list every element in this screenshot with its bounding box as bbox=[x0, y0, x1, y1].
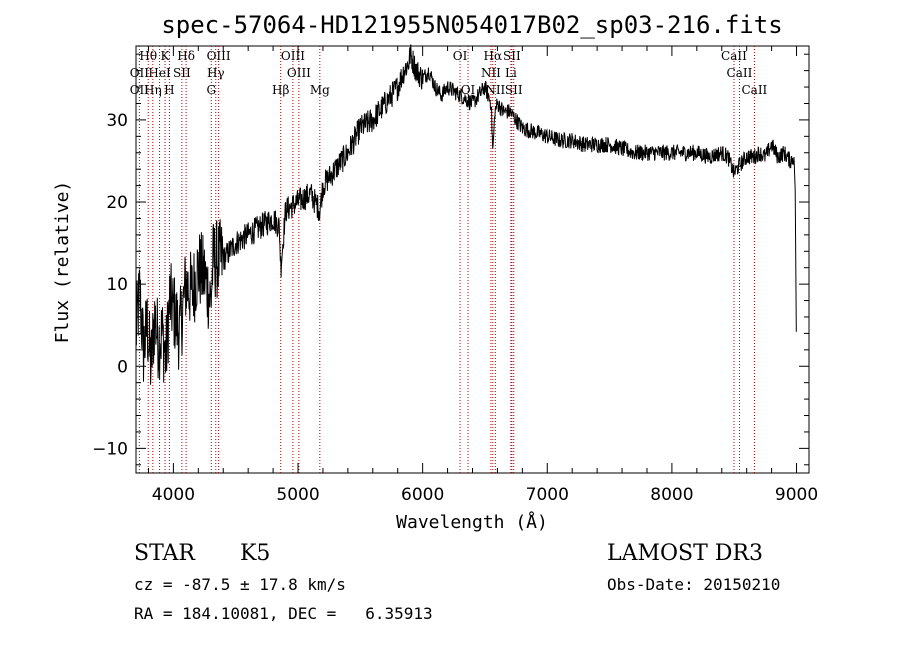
line-marker-label: SII bbox=[505, 83, 523, 97]
redshift-cz: cz = -87.5 ± 17.8 km/s bbox=[134, 575, 346, 594]
line-marker-label: Hγ bbox=[207, 66, 225, 80]
y-axis-label: Flux (relative) bbox=[52, 181, 73, 344]
plot-frame bbox=[135, 45, 810, 474]
line-marker-label: CaII bbox=[721, 49, 747, 63]
spectral-subclass: K5 bbox=[240, 541, 270, 566]
y-axis-ticks: −10 0 10 20 30 bbox=[92, 53, 809, 466]
observation-date: Obs-Date: 20150210 bbox=[607, 575, 780, 594]
object-type: STAR bbox=[134, 541, 196, 566]
line-marker-label: Hη bbox=[144, 83, 162, 97]
line-marker-label: H bbox=[164, 83, 174, 97]
line-marker-label: Li bbox=[505, 66, 517, 80]
line-marker-label: K bbox=[161, 49, 171, 63]
line-marker-label: Mg bbox=[310, 83, 330, 97]
line-marker-label: Hθ bbox=[139, 49, 157, 63]
spectrum-line bbox=[135, 44, 797, 385]
survey-name: LAMOST DR3 bbox=[607, 541, 763, 566]
line-marker-label: Hα bbox=[484, 49, 503, 63]
line-marker-label: SII bbox=[503, 49, 521, 63]
line-markers bbox=[138, 46, 755, 473]
line-marker-label: CaII bbox=[727, 66, 753, 80]
x-tick-label: 7000 bbox=[526, 485, 569, 505]
y-tick-label: −10 bbox=[92, 439, 128, 459]
y-tick-label: 0 bbox=[117, 357, 128, 377]
line-marker-label: CaII bbox=[741, 83, 767, 97]
line-marker-label: NII bbox=[481, 66, 501, 80]
line-marker-label: Hβ bbox=[272, 83, 289, 97]
line-marker-label: OIII bbox=[207, 49, 231, 63]
x-tick-label: 8000 bbox=[650, 485, 693, 505]
x-tick-label: 6000 bbox=[401, 485, 444, 505]
line-marker-label: OIII bbox=[287, 66, 311, 80]
chart-title: spec-57064-HD121955N054017B02_sp03-216.f… bbox=[161, 11, 782, 39]
x-tick-label: 9000 bbox=[775, 485, 818, 505]
y-tick-label: 10 bbox=[106, 275, 128, 295]
line-marker-label: OI bbox=[453, 49, 468, 63]
line-marker-label: G bbox=[206, 83, 216, 97]
line-marker-label: SII bbox=[173, 66, 191, 80]
x-axis-ticks: 4000 5000 6000 7000 8000 9000 bbox=[147, 46, 818, 505]
x-axis-label: Wavelength (Å) bbox=[396, 511, 548, 533]
line-marker-label: OIII bbox=[281, 49, 305, 63]
x-tick-label: 4000 bbox=[152, 485, 195, 505]
line-marker-label: OII bbox=[130, 66, 150, 80]
line-marker-label: HeI bbox=[148, 66, 171, 80]
line-marker-label: Hδ bbox=[177, 49, 195, 63]
line-marker-label: OII bbox=[130, 83, 150, 97]
line-marker-label: NII bbox=[485, 83, 505, 97]
coordinates: RA = 184.10081, DEC = 6.35913 bbox=[134, 604, 433, 623]
line-marker-label: OI bbox=[461, 83, 476, 97]
y-tick-label: 30 bbox=[106, 111, 128, 131]
x-tick-label: 5000 bbox=[276, 485, 319, 505]
y-tick-label: 20 bbox=[106, 193, 128, 213]
